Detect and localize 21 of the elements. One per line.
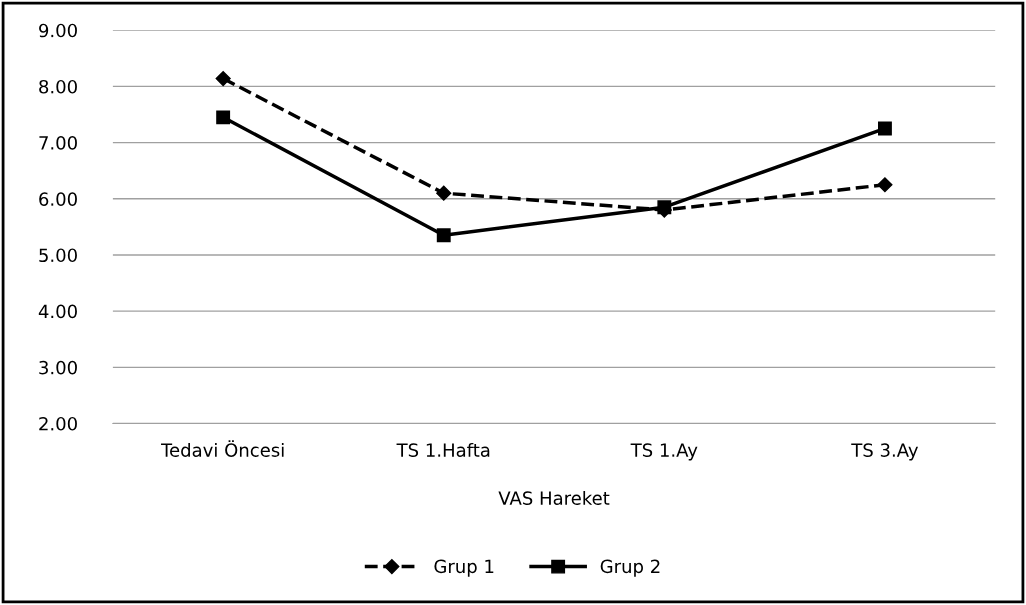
x-tick-label: TS 1.Hafta <box>396 442 490 457</box>
x-axis-title: VAS Hareket <box>498 490 610 505</box>
legend-label: Grup 2 <box>600 559 660 577</box>
y-tick-label: 5.00 <box>39 248 77 263</box>
y-tick-label: 8.00 <box>39 79 77 94</box>
point <box>877 177 893 193</box>
point <box>877 121 892 136</box>
y-tick-label: 2.00 <box>39 416 77 431</box>
x-tick-label: TS 3.Ay <box>851 443 919 461</box>
y-tick-label: 3.00 <box>39 360 77 375</box>
point <box>215 70 231 87</box>
y-tick-label: 6.00 <box>39 192 77 206</box>
point <box>436 185 452 201</box>
y-tick-label: 7.00 <box>39 136 77 150</box>
point <box>216 110 231 125</box>
x-tick-label: TS 1.Ay <box>630 443 698 461</box>
y-tick-label: 4.00 <box>38 304 77 319</box>
x-tick-label: Tedavi Öncesi <box>161 440 284 457</box>
point <box>436 228 451 243</box>
legend-label: Grup 1 <box>434 559 494 577</box>
y-tick-label: 9.00 <box>39 23 77 38</box>
